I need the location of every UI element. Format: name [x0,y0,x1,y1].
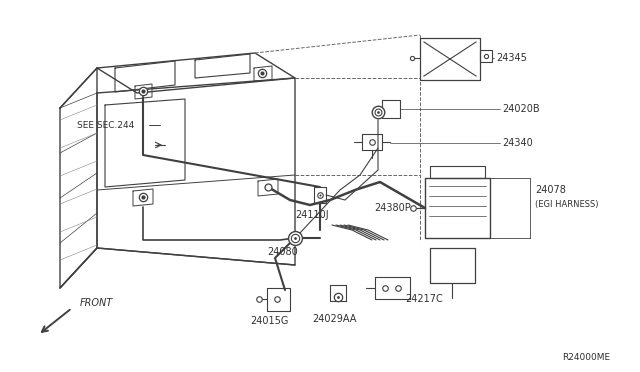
Text: 24029AA: 24029AA [312,314,356,324]
Text: 24078: 24078 [535,185,566,195]
Text: R24000ME: R24000ME [562,353,610,362]
Text: SEE SEC.244: SEE SEC.244 [77,121,134,129]
Text: 24345: 24345 [496,53,527,63]
Text: 24020B: 24020B [502,104,540,114]
Text: 24380P: 24380P [374,203,411,213]
Text: 24217C: 24217C [405,294,443,304]
Text: 24340: 24340 [502,138,532,148]
Text: 24080: 24080 [268,247,298,257]
Text: 24110J: 24110J [295,210,329,220]
Text: (EGI HARNESS): (EGI HARNESS) [535,199,598,208]
Text: FRONT: FRONT [80,298,113,308]
Text: 24015G: 24015G [250,316,288,326]
